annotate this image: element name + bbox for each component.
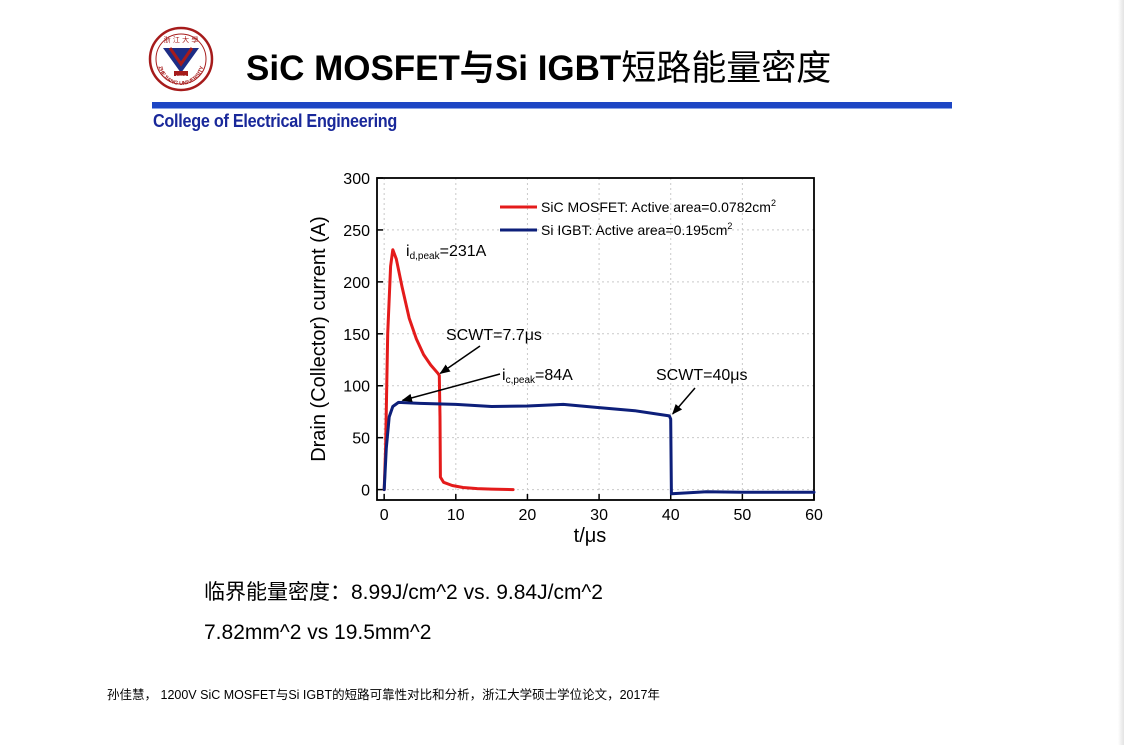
annotation-sic-scwt-arrow [439, 345, 481, 374]
legend-label-sic: SiC MOSFET: Active area=0.0782cm2 [541, 198, 776, 215]
si-igbt-series-line [382, 400, 816, 496]
citation-mid: 与 [275, 687, 289, 702]
annotation-igbt-peak-arrow [401, 373, 501, 402]
annotation-sic-peak: id,peak=231A [406, 243, 487, 262]
x-tick-label: 40 [662, 507, 680, 524]
y-axis-label: Drain (Collector) current (A) [308, 216, 330, 462]
y-tick-label: 250 [343, 223, 370, 240]
x-axis-label: t/μs [574, 525, 607, 547]
energy-density-line: 临界能量密度：8.99J/cm^2 vs. 9.84J/cm^2 [204, 576, 603, 606]
axis-ticks: 0 10 20 30 40 50 60 0 50 100 150 200 250 300 [343, 171, 823, 524]
annotation-igbt-scwt-arrow [672, 387, 696, 415]
x-tick-label: 10 [447, 507, 465, 524]
y-tick-label: 300 [343, 171, 370, 188]
slide-edge-shadow [1118, 0, 1124, 745]
university-seal-icon: 浙 江 大 學 1897 ZHEJIANG UNIVERSITY [148, 26, 214, 92]
y-tick-label: 200 [343, 275, 370, 292]
citation-year: 2017 [619, 688, 648, 702]
citation: 孙佳慧， 1200V SiC MOSFET与Si IGBT的短路可靠性对比和分析… [107, 684, 660, 703]
header-rule [152, 102, 952, 108]
area-comparison-line: 7.82mm^2 vs 19.5mm^2 [204, 621, 432, 644]
citation-author: 孙佳慧， [107, 687, 158, 702]
chart-legend: SiC MOSFET: Active area=0.0782cm2 Si IGBT… [500, 198, 776, 238]
energy-density-values: 8.99J/cm^2 vs. 9.84J/cm^2 [351, 581, 603, 604]
y-tick-label: 100 [343, 379, 370, 396]
x-tick-label: 30 [590, 507, 608, 524]
citation-rest: 的短路可靠性对比和分析，浙江大学硕士学位论文， [332, 687, 620, 702]
plot-frame [376, 177, 815, 501]
x-tick-label: 0 [380, 507, 389, 524]
annotation-layer: id,peak=231A SCWT=7.7μs ic,peak=84A SCWT=40… [401, 243, 747, 415]
x-tick-label: 50 [733, 507, 751, 524]
citation-year-suffix: 年 [647, 687, 660, 702]
legend-label-igbt: Si IGBT: Active area=0.195cm2 [541, 221, 732, 238]
y-tick-label: 150 [343, 327, 370, 344]
header-rule-shadow [152, 108, 952, 109]
seal-year: 1897 [175, 75, 186, 81]
series-layer [382, 248, 816, 496]
annotation-igbt-peak: ic,peak=84A [502, 367, 573, 386]
sic-mosfet-series-line [382, 248, 515, 492]
x-tick-label: 20 [519, 507, 537, 524]
y-tick-label: 0 [361, 483, 370, 500]
page-title: SiC MOSFET与Si IGBT短路能量密度 [246, 40, 831, 91]
annotation-igbt-scwt: SCWT=40μs [656, 367, 747, 384]
svg-text:浙 江 大 學: 浙 江 大 學 [164, 35, 199, 44]
short-circuit-current-chart: 0 10 20 30 40 50 60 0 50 100 150 200 250 300 id,peak=… [308, 171, 823, 547]
page-title-cn: 短路能量密度 [621, 49, 832, 89]
college-name: College of Electrical Engineering [153, 111, 398, 131]
citation-title-en: 1200V SiC MOSFET [157, 688, 276, 702]
citation-title-en2: Si IGBT [288, 688, 333, 702]
x-tick-label: 60 [805, 507, 823, 524]
annotation-sic-scwt: SCWT=7.7μs [446, 327, 542, 344]
page-title-en: SiC MOSFET与Si IGBT [246, 49, 622, 88]
y-tick-label: 50 [352, 431, 370, 448]
energy-density-label: 临界能量密度： [204, 580, 351, 604]
